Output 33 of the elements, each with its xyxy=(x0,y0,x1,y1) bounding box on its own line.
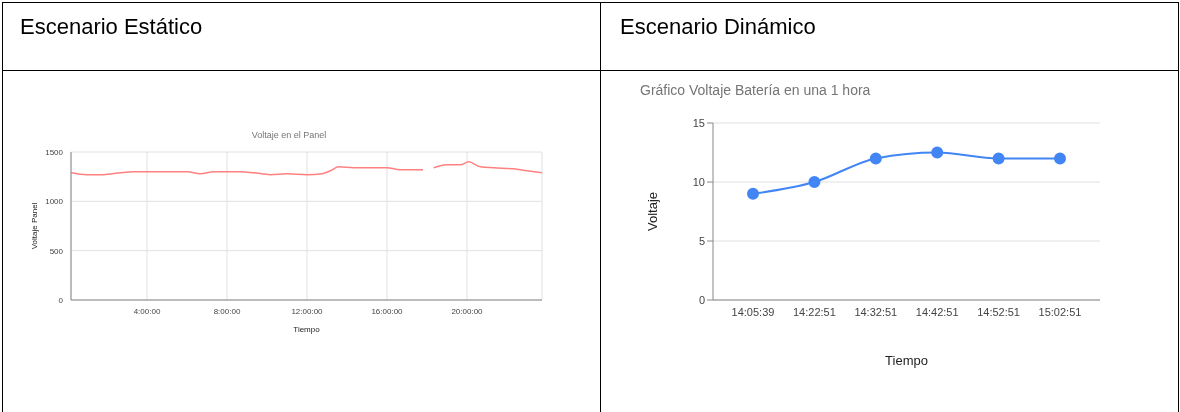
y-tick-label: 0 xyxy=(58,295,64,305)
point xyxy=(992,152,1005,165)
x-tick-label: 14:22:51 xyxy=(792,305,836,318)
y-tick-label: 1500 xyxy=(45,147,64,157)
y-tick-label: 0 xyxy=(698,293,705,306)
y-tick-label: 500 xyxy=(49,246,64,256)
x-axis-title: Tiempo xyxy=(293,325,321,334)
x-axis-title: Tiempo xyxy=(885,353,928,368)
point xyxy=(869,152,882,165)
x-tick-label: 14:32:51 xyxy=(854,305,898,318)
point xyxy=(747,187,759,200)
x-tick-label: 20:00:00 xyxy=(451,306,484,316)
y-axis-title: Voltaje Panel xyxy=(29,202,39,250)
x-tick-label: 14:42:51 xyxy=(915,305,959,318)
y-tick-label: 10 xyxy=(692,175,705,188)
chart-subtitle: Voltaje en el Panel xyxy=(250,130,328,140)
x-tick-label: 8:00:00 xyxy=(213,306,241,316)
y-tick-label: 1000 xyxy=(45,197,64,207)
point xyxy=(1054,152,1066,165)
x-tick-label: 12:00:00 xyxy=(291,306,324,316)
x-tick-label: 14:05:39 xyxy=(731,305,775,318)
x-tick-label: 16:00:00 xyxy=(371,306,404,316)
y-tick-label: 5 xyxy=(698,234,705,247)
x-tick-label: 4:00:00 xyxy=(133,306,161,316)
chart-title: Escenario Estático xyxy=(20,14,203,40)
y-tick-label: 15 xyxy=(692,116,705,129)
point xyxy=(931,146,944,159)
chart-subtitle: Gráfico Voltaje Batería en una 1 hora xyxy=(640,82,872,98)
x-tick-label: 15:02:51 xyxy=(1038,305,1082,318)
point xyxy=(808,176,821,188)
y-axis-title: Voltaje xyxy=(644,191,660,232)
x-tick-label: 14:52:51 xyxy=(977,305,1021,318)
chart-title: Escenario Dinámico xyxy=(620,14,816,40)
